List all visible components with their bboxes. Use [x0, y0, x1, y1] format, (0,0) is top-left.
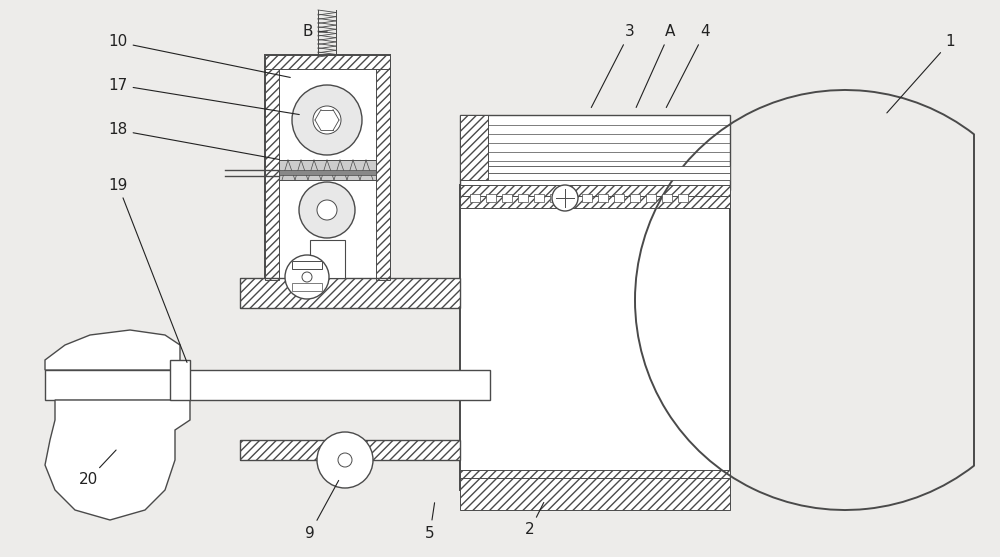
Text: 18: 18	[108, 123, 279, 159]
Bar	[45, 370, 490, 400]
Circle shape	[552, 185, 578, 211]
Bar	[614, 194, 624, 202]
Bar	[502, 194, 512, 202]
Polygon shape	[45, 330, 180, 370]
Bar	[292, 283, 322, 291]
Bar	[460, 478, 730, 510]
Bar	[566, 194, 576, 202]
Circle shape	[317, 200, 337, 220]
Text: A: A	[636, 25, 675, 108]
Bar	[240, 440, 460, 460]
Bar	[582, 194, 592, 202]
Text: 10: 10	[108, 35, 290, 77]
Bar	[662, 194, 672, 202]
Bar	[265, 55, 390, 69]
Bar	[486, 194, 496, 202]
Bar	[488, 166, 730, 173]
Text: 9: 9	[305, 481, 339, 540]
Text: 19: 19	[108, 178, 187, 363]
Circle shape	[292, 85, 362, 155]
Bar	[292, 261, 322, 269]
Bar	[279, 160, 376, 180]
Text: 1: 1	[887, 35, 955, 113]
Bar	[460, 185, 730, 203]
Circle shape	[338, 453, 352, 467]
Bar	[460, 115, 488, 180]
Bar	[460, 196, 730, 208]
Bar	[279, 170, 376, 175]
Text: 2: 2	[525, 502, 544, 538]
Text: 17: 17	[108, 77, 299, 115]
Circle shape	[285, 255, 329, 299]
Circle shape	[317, 432, 373, 488]
Bar	[488, 170, 730, 180]
Bar	[678, 194, 688, 202]
Bar	[170, 360, 190, 400]
Bar	[470, 194, 480, 202]
Bar	[310, 240, 345, 278]
Bar	[646, 194, 656, 202]
Bar	[534, 194, 544, 202]
Bar	[630, 194, 640, 202]
Bar	[240, 278, 460, 308]
Bar	[518, 194, 528, 202]
Bar	[240, 278, 460, 308]
Text: 4: 4	[666, 25, 710, 108]
Bar	[598, 194, 608, 202]
Bar	[265, 55, 279, 280]
Bar	[550, 194, 560, 202]
Circle shape	[313, 106, 341, 134]
Text: 5: 5	[425, 503, 435, 540]
Polygon shape	[45, 400, 190, 520]
Bar	[376, 55, 390, 280]
Text: B: B	[303, 25, 327, 40]
Circle shape	[302, 272, 312, 282]
Text: 20: 20	[78, 450, 116, 487]
Circle shape	[299, 182, 355, 238]
Bar	[460, 470, 730, 490]
Bar	[240, 440, 460, 460]
Bar	[265, 55, 390, 280]
Bar	[460, 115, 730, 190]
Bar	[460, 185, 730, 490]
Text: 3: 3	[591, 25, 635, 108]
